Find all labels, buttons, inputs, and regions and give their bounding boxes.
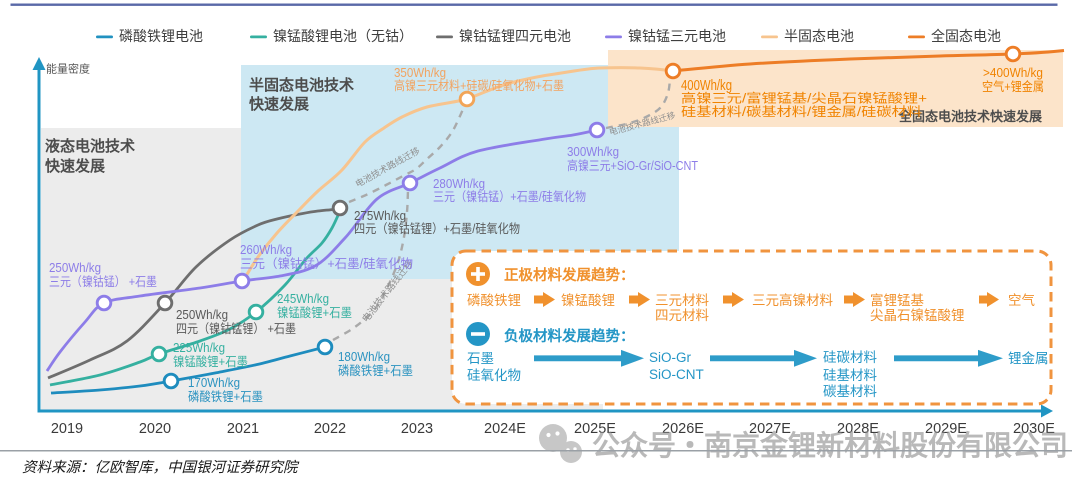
svg-text:四元（镍钴锰锂）+石墨/硅氧化物: 四元（镍钴锰锂）+石墨/硅氧化物 bbox=[354, 221, 520, 236]
svg-text:碳基材料: 碳基材料 bbox=[823, 383, 877, 399]
svg-text:磷酸铁锂+石墨: 磷酸铁锂+石墨 bbox=[188, 389, 263, 404]
svg-text:高镍三元/富锂锰基/尖晶石镍锰酸锂+: 高镍三元/富锂锰基/尖晶石镍锰酸锂+ bbox=[681, 91, 927, 106]
svg-text:250Wh/kg: 250Wh/kg bbox=[176, 308, 228, 322]
svg-text:2030E: 2030E bbox=[1013, 421, 1055, 437]
svg-text:负极材料发展趋势：: 负极材料发展趋势： bbox=[504, 327, 635, 345]
svg-text:350Wh/kg: 350Wh/kg bbox=[394, 66, 446, 80]
svg-text:快速发展: 快速发展 bbox=[45, 157, 105, 175]
svg-text:能量密度: 能量密度 bbox=[46, 62, 90, 76]
svg-text:镍锰酸锂电池（无钴）: 镍锰酸锂电池（无钴） bbox=[273, 28, 413, 44]
svg-text:SiO-Gr: SiO-Gr bbox=[649, 350, 692, 365]
svg-text:260Wh/kg: 260Wh/kg bbox=[240, 243, 292, 257]
svg-text:磷酸铁锂+石墨: 磷酸铁锂+石墨 bbox=[338, 363, 413, 378]
svg-text:半固态电池技术: 半固态电池技术 bbox=[249, 76, 354, 94]
svg-text:225Wh/kg: 225Wh/kg bbox=[173, 341, 225, 355]
svg-text:硅碳材料: 硅碳材料 bbox=[823, 350, 877, 365]
svg-text:2026E: 2026E bbox=[662, 421, 704, 437]
svg-text:镍锰酸锂+石墨: 镍锰酸锂+石墨 bbox=[173, 354, 248, 369]
svg-text:2022: 2022 bbox=[314, 421, 346, 437]
svg-text:2029E: 2029E bbox=[925, 421, 967, 437]
svg-text:空气: 空气 bbox=[1008, 293, 1035, 308]
svg-text:>400Wh/kg: >400Wh/kg bbox=[983, 66, 1043, 80]
svg-text:2027E: 2027E bbox=[749, 421, 791, 437]
svg-text:2025E: 2025E bbox=[574, 421, 616, 437]
svg-text:三元高镍材料: 三元高镍材料 bbox=[752, 292, 833, 308]
svg-text:三元（镍钴锰） +石墨: 三元（镍钴锰） +石墨 bbox=[49, 274, 157, 289]
svg-text:2019: 2019 bbox=[51, 421, 83, 437]
svg-text:液态电池技术: 液态电池技术 bbox=[45, 137, 135, 155]
svg-text:SiO-CNT: SiO-CNT bbox=[649, 367, 704, 382]
svg-text:正极材料发展趋势：: 正极材料发展趋势： bbox=[504, 266, 635, 284]
svg-text:2028E: 2028E bbox=[837, 421, 879, 437]
svg-text:镍锰酸锂+石墨: 镍锰酸锂+石墨 bbox=[277, 305, 352, 320]
svg-text:镍锰酸锂: 镍锰酸锂 bbox=[561, 293, 615, 308]
svg-text:275Wh/kg: 275Wh/kg bbox=[354, 209, 406, 223]
svg-text:高镍三元+SiO-Gr/SiO-CNT: 高镍三元+SiO-Gr/SiO-CNT bbox=[567, 158, 698, 173]
svg-text:全固态电池: 全固态电池 bbox=[931, 28, 1001, 44]
svg-text:公众号・南京金锂新材料股份有限公司: 公众号・南京金锂新材料股份有限公司 bbox=[592, 429, 1068, 461]
svg-text:245Wh/kg: 245Wh/kg bbox=[277, 292, 329, 306]
svg-text:镍钴锰三元电池: 镍钴锰三元电池 bbox=[628, 28, 726, 44]
svg-text:2020: 2020 bbox=[139, 421, 171, 437]
svg-text:250Wh/kg: 250Wh/kg bbox=[49, 261, 101, 275]
svg-text:镍钴锰锂四元电池: 镍钴锰锂四元电池 bbox=[459, 28, 571, 44]
svg-text:280Wh/kg: 280Wh/kg bbox=[433, 177, 485, 191]
svg-text:高镍三元材料+硅碳/硅氧化物+石墨: 高镍三元材料+硅碳/硅氧化物+石墨 bbox=[394, 78, 564, 93]
svg-text:尖晶石镍锰酸锂: 尖晶石镍锰酸锂 bbox=[870, 308, 965, 323]
svg-text:300Wh/kg: 300Wh/kg bbox=[567, 145, 619, 159]
svg-text:富锂锰基: 富锂锰基 bbox=[870, 292, 924, 308]
svg-text:磷酸铁锂电池: 磷酸铁锂电池 bbox=[119, 28, 203, 44]
svg-text:四元材料: 四元材料 bbox=[655, 308, 709, 323]
svg-text:硅基材料/碳基材料/锂金属/硅碳材料: 硅基材料/碳基材料/锂金属/硅碳材料 bbox=[681, 104, 923, 119]
svg-text:全固态电池技术快速发展: 全固态电池技术快速发展 bbox=[898, 109, 1043, 124]
svg-text:硅氧化物: 硅氧化物 bbox=[467, 368, 521, 383]
svg-text:170Wh/kg: 170Wh/kg bbox=[188, 376, 240, 390]
svg-text:三元（镍钴锰）+石墨/硅氧化物: 三元（镍钴锰）+石墨/硅氧化物 bbox=[240, 256, 413, 271]
svg-text:2024E: 2024E bbox=[484, 421, 526, 437]
svg-text:180Wh/kg: 180Wh/kg bbox=[338, 350, 390, 364]
svg-text:资料来源：亿欧智库，中国银河证券研究院: 资料来源：亿欧智库，中国银河证券研究院 bbox=[22, 459, 300, 476]
svg-text:三元（镍钴锰）+石墨/硅氧化物: 三元（镍钴锰）+石墨/硅氧化物 bbox=[433, 189, 586, 204]
svg-text:锂金属: 锂金属 bbox=[1008, 351, 1049, 366]
svg-text:快速发展: 快速发展 bbox=[249, 95, 309, 113]
svg-text:三元材料: 三元材料 bbox=[655, 293, 709, 308]
svg-text:空气+锂金属: 空气+锂金属 bbox=[982, 79, 1044, 94]
svg-text:石墨: 石墨 bbox=[467, 351, 494, 366]
svg-text:四元（镍钴锰锂） +石墨: 四元（镍钴锰锂） +石墨 bbox=[176, 321, 296, 336]
svg-text:硅基材料: 硅基材料 bbox=[823, 367, 877, 383]
svg-text:半固态电池: 半固态电池 bbox=[784, 28, 854, 44]
svg-text:400Wh/kg: 400Wh/kg bbox=[681, 78, 732, 94]
svg-text:2023: 2023 bbox=[401, 421, 433, 437]
svg-text:2021: 2021 bbox=[227, 421, 259, 437]
svg-text:磷酸铁锂: 磷酸铁锂 bbox=[467, 293, 521, 308]
